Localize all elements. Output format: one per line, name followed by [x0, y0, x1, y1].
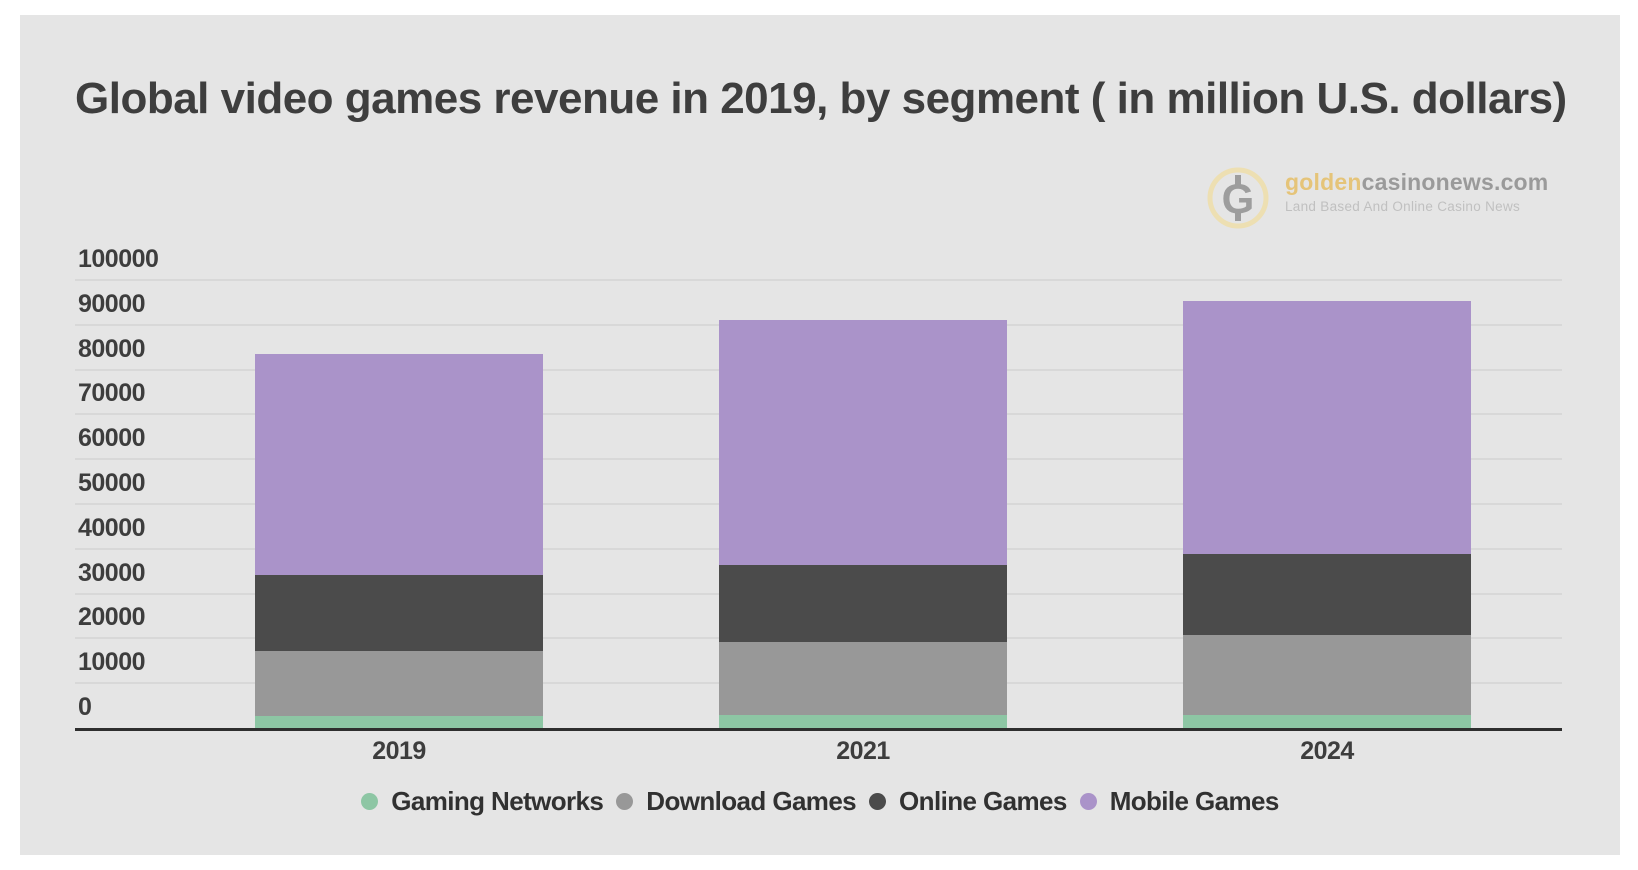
bar-segment-gaming-networks-2019 [255, 716, 543, 728]
bar-segment-download-games-2024 [1183, 634, 1471, 715]
legend-label-mobile-games: Mobile Games [1109, 785, 1280, 816]
chart-card: Global video games revenue in 2019, by s… [20, 15, 1620, 855]
brand-name-golden: golden [1285, 169, 1362, 195]
y-axis-tick-label-90000: 90000 [78, 289, 146, 318]
y-axis-tick-label-70000: 70000 [78, 379, 146, 408]
legend-item-download-games: Download Games [616, 785, 857, 817]
brand-tagline: Land Based And Online Casino News [1285, 199, 1521, 214]
bar-segment-mobile-games-2019 [255, 354, 543, 576]
bar-segment-gaming-networks-2024 [1183, 715, 1471, 728]
bar-segment-download-games-2021 [719, 641, 1007, 715]
legend-label-gaming-networks: Gaming Networks [391, 785, 604, 816]
legend-dot-gaming-networks [361, 792, 379, 810]
bar-2024 [1183, 300, 1471, 728]
brand-name-casinonews: casinonews.com [1361, 169, 1549, 195]
y-axis-tick-label-50000: 50000 [78, 469, 146, 497]
legend-label-download-games: Download Games [646, 785, 857, 816]
y-axis-tick-label-80000: 80000 [78, 334, 146, 363]
bar-segment-download-games-2019 [255, 651, 543, 717]
y-axis-tick-label-60000: 60000 [78, 424, 146, 453]
legend-dot-download-games [616, 792, 634, 810]
x-axis-line [75, 728, 1562, 731]
legend-item-gaming-networks: Gaming Networks [361, 785, 604, 817]
bar-2021 [719, 320, 1007, 728]
x-axis-label-2019: 2019 [372, 737, 426, 765]
x-axis-label-2021: 2021 [836, 737, 890, 765]
bar-segment-mobile-games-2021 [719, 320, 1007, 565]
plot-area: 0 10000 20000 30000 40000 50000 60000 70000 8000… [75, 247, 1562, 765]
y-axis-tick-label-0: 0 [78, 693, 92, 721]
y-axis-tick-label-100000: 100000 [78, 245, 159, 273]
gridline-100000 [75, 279, 1562, 281]
svg-text:G: G [1222, 175, 1255, 222]
bar-segment-online-games-2019 [255, 575, 543, 652]
legend-item-mobile-games: Mobile Games [1079, 785, 1280, 817]
bar-segment-online-games-2021 [719, 564, 1007, 642]
legend: Gaming Networks Download Games Online Game… [20, 784, 1620, 818]
bar-2019 [255, 354, 543, 728]
legend-dot-online-games [869, 792, 887, 810]
y-axis-tick-label-40000: 40000 [78, 513, 146, 542]
brand-logo-icon: G [1207, 167, 1269, 229]
brand-name: goldencasinonews.com [1285, 169, 1548, 196]
x-axis-label-2024: 2024 [1300, 737, 1354, 765]
legend-label-online-games: Online Games [899, 785, 1067, 816]
bar-segment-online-games-2024 [1183, 554, 1471, 635]
y-axis-tick-label-30000: 30000 [78, 558, 146, 587]
bar-segment-gaming-networks-2021 [719, 715, 1007, 728]
legend-dot-mobile-games [1079, 792, 1097, 810]
legend-item-online-games: Online Games [869, 786, 1067, 817]
bar-segment-mobile-games-2024 [1183, 300, 1471, 555]
y-axis-tick-label-20000: 20000 [78, 603, 146, 632]
y-axis-tick-label-10000: 10000 [78, 648, 146, 677]
chart-title: Global video games revenue in 2019, by s… [75, 74, 1567, 123]
